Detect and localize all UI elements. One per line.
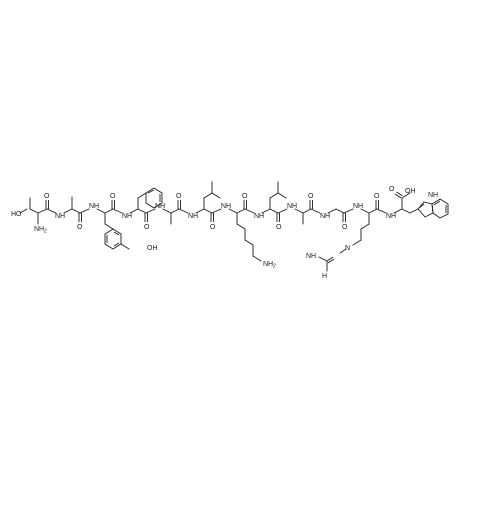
residue-lys	[228, 200, 262, 262]
amide-nh-3: NH	[122, 213, 132, 220]
residue-leu-2	[261, 181, 288, 222]
carbonyl-o-1: O	[44, 193, 50, 200]
arg-n-label: N	[345, 245, 350, 252]
carbonyl-o-6: O	[210, 224, 216, 231]
amide-nh-7: NH	[254, 213, 264, 220]
amide-nh-11: NH	[386, 213, 396, 220]
residue-ala-2	[162, 200, 189, 225]
residue-arg	[318, 200, 387, 272]
carbonyl-o-7: O	[242, 193, 248, 200]
amide-nh-1: NH	[55, 213, 65, 220]
carbonyl-o-3: O	[110, 193, 116, 200]
amine-label-thr: NH	[34, 226, 44, 233]
residue-thr	[19, 197, 57, 225]
amide-nh-9: NH	[320, 213, 330, 220]
residue-ala-1	[63, 196, 90, 222]
hydroxyl-label-thr: HO	[11, 211, 22, 218]
carbonyl-o-trp: O	[389, 186, 395, 193]
amide-nh-5: NH	[188, 213, 198, 220]
indole-nh-label: NH	[428, 192, 438, 199]
amine-subscript-lys: 2	[273, 263, 276, 269]
amide-nh-4: NH	[155, 203, 165, 210]
amide-nh-10: NH	[353, 203, 363, 210]
amide-nh-2: NH	[89, 203, 99, 210]
carbonyl-o-5: O	[176, 193, 182, 200]
carboxyl-oh-label: OH	[405, 188, 416, 195]
arg-amine-label: H	[322, 273, 327, 280]
carbonyl-o-2: O	[77, 224, 83, 231]
residue-ala-3	[294, 200, 321, 225]
residue-trp	[393, 191, 449, 219]
hydroxyl-label-tyr: OH	[147, 245, 158, 252]
amine-subscript-thr: 2	[44, 228, 47, 234]
amide-nh-8: NH	[287, 203, 297, 210]
residue-leu-1	[195, 181, 222, 222]
carbonyl-o-11: O	[374, 193, 380, 200]
carbonyl-o-9: O	[308, 193, 314, 200]
residue-phe	[129, 187, 163, 222]
residue-tyr	[96, 200, 130, 250]
carbonyl-o-4: O	[144, 224, 150, 231]
amide-nh-6: NH	[221, 203, 231, 210]
carbonyl-o-8: O	[276, 224, 282, 231]
residue-gly	[327, 208, 354, 222]
amine-label-lys: NH	[263, 261, 273, 268]
arg-amidine-nh: NH	[306, 253, 316, 260]
carbonyl-o-10: O	[342, 224, 348, 231]
